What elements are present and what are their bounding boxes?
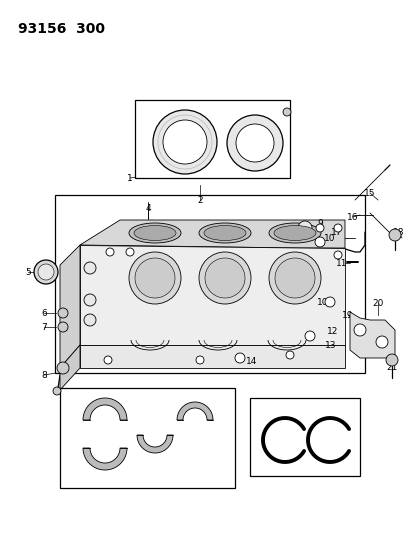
Circle shape (297, 221, 311, 235)
Circle shape (315, 224, 323, 232)
Bar (249, 398, 359, 476)
Circle shape (285, 351, 293, 359)
Polygon shape (83, 398, 127, 420)
Ellipse shape (268, 223, 320, 243)
Ellipse shape (273, 225, 315, 240)
Circle shape (57, 362, 69, 374)
Circle shape (38, 264, 54, 280)
Circle shape (235, 124, 273, 162)
Text: 14: 14 (246, 358, 257, 367)
Polygon shape (137, 435, 173, 453)
Text: 21: 21 (385, 362, 397, 372)
Circle shape (104, 356, 112, 364)
Text: 7: 7 (41, 322, 47, 332)
Text: 13: 13 (325, 341, 336, 350)
Text: 12: 12 (327, 327, 338, 336)
Ellipse shape (129, 223, 180, 243)
Circle shape (385, 354, 397, 366)
Text: 4: 4 (145, 204, 150, 213)
Text: 2: 2 (197, 196, 202, 205)
Circle shape (333, 251, 341, 259)
Text: 1: 1 (127, 174, 133, 182)
Circle shape (163, 120, 206, 164)
Ellipse shape (199, 223, 250, 243)
Text: 10: 10 (323, 233, 335, 243)
Text: 17: 17 (330, 228, 342, 237)
Text: 15: 15 (363, 189, 375, 198)
Circle shape (353, 324, 365, 336)
Circle shape (106, 248, 114, 256)
Text: 11: 11 (335, 259, 347, 268)
Circle shape (84, 262, 96, 274)
Polygon shape (177, 402, 212, 420)
Text: 19: 19 (342, 311, 353, 319)
Polygon shape (80, 220, 344, 248)
Polygon shape (80, 345, 344, 368)
Circle shape (226, 115, 282, 171)
Text: 3: 3 (280, 168, 286, 177)
Text: 22: 22 (96, 417, 107, 426)
Circle shape (195, 356, 204, 364)
Bar (55, 195, 364, 373)
Ellipse shape (204, 225, 245, 240)
Text: 8: 8 (41, 370, 47, 379)
Polygon shape (60, 345, 80, 390)
Circle shape (153, 110, 216, 174)
Circle shape (333, 224, 341, 232)
Text: 23: 23 (280, 469, 292, 478)
Circle shape (199, 252, 250, 304)
Polygon shape (60, 245, 80, 368)
Circle shape (84, 314, 96, 326)
Circle shape (314, 237, 324, 247)
Circle shape (58, 308, 68, 318)
Circle shape (34, 260, 58, 284)
Circle shape (388, 229, 400, 241)
Circle shape (204, 258, 244, 298)
Circle shape (135, 258, 175, 298)
Circle shape (375, 336, 387, 348)
Text: 18: 18 (392, 228, 404, 237)
Circle shape (129, 252, 180, 304)
Circle shape (268, 252, 320, 304)
Circle shape (84, 294, 96, 306)
Text: 5: 5 (25, 268, 31, 277)
Bar (135, 100, 289, 178)
Circle shape (235, 353, 244, 363)
Circle shape (58, 322, 68, 332)
Text: 6: 6 (41, 309, 47, 318)
Circle shape (304, 331, 314, 341)
Circle shape (324, 297, 334, 307)
Text: 20: 20 (371, 298, 383, 308)
Polygon shape (349, 312, 394, 358)
Bar (60, 388, 235, 488)
Polygon shape (80, 245, 344, 345)
Circle shape (282, 108, 290, 116)
Text: 10: 10 (316, 297, 328, 306)
Circle shape (126, 248, 134, 256)
Text: 16: 16 (347, 213, 358, 222)
Circle shape (53, 387, 61, 395)
Text: 93156  300: 93156 300 (18, 22, 105, 36)
Ellipse shape (134, 225, 176, 240)
Polygon shape (83, 448, 127, 470)
Text: 9: 9 (316, 219, 322, 228)
Circle shape (274, 258, 314, 298)
